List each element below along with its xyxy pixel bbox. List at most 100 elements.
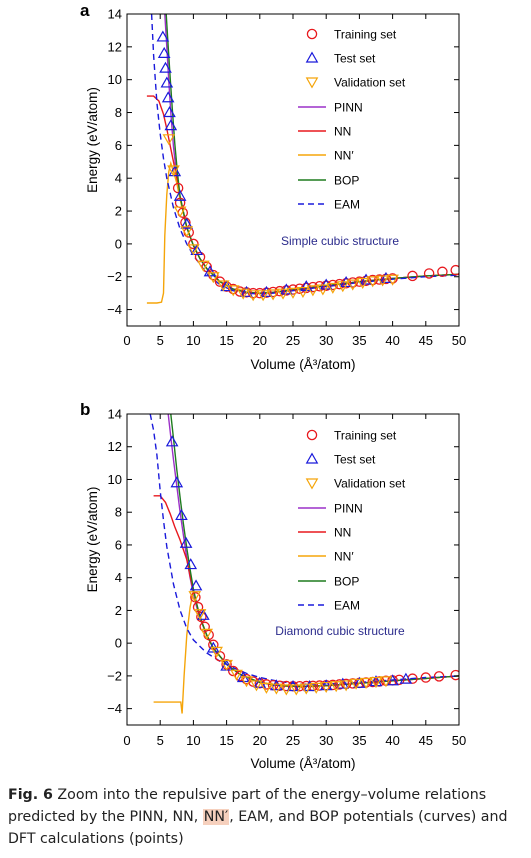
panel-label: b <box>80 400 90 419</box>
x-tick-label: 25 <box>286 733 300 748</box>
legend-marker <box>305 77 319 89</box>
series-line-EAM <box>149 414 459 685</box>
data-point <box>214 276 226 287</box>
data-point <box>346 279 360 291</box>
y-tick-label: 12 <box>108 39 122 54</box>
caption-highlight: NN′ <box>202 809 230 825</box>
data-point <box>226 285 240 297</box>
data-point <box>256 290 270 302</box>
data-point <box>326 282 340 294</box>
y-tick-label: −4 <box>107 302 122 317</box>
x-tick-label: 15 <box>219 333 233 348</box>
data-point <box>274 285 285 297</box>
data-point <box>200 628 214 640</box>
legend-marker <box>305 452 319 464</box>
legend-item: Test set <box>305 51 376 66</box>
legend-item: BOP <box>298 174 359 188</box>
legend-label: BOP <box>334 575 359 589</box>
structure-annotation: Simple cubic structure <box>281 234 399 248</box>
legend-item: EAM <box>298 599 360 613</box>
data-point <box>299 683 313 695</box>
x-tick-label: 35 <box>352 733 366 748</box>
legend-label: Validation set <box>334 477 406 491</box>
series-line-NN <box>146 95 459 294</box>
data-point <box>306 285 320 297</box>
data-point <box>165 435 179 447</box>
data-point <box>360 275 372 287</box>
legend-label: NN <box>334 526 351 540</box>
data-point <box>173 206 187 218</box>
legend-label: PINN <box>334 502 363 516</box>
legend-label: Training set <box>334 28 397 42</box>
data-point <box>240 676 253 688</box>
data-point <box>188 238 199 250</box>
series-points-Validation set <box>188 591 393 696</box>
legend-label: Test set <box>334 453 376 467</box>
x-tick-label: 50 <box>452 733 466 748</box>
y-tick-label: 10 <box>108 72 122 87</box>
data-point <box>188 591 202 603</box>
data-point <box>339 680 353 692</box>
y-tick-label: 6 <box>115 537 122 552</box>
data-point <box>167 165 180 177</box>
data-point <box>379 676 393 688</box>
data-point <box>254 287 266 299</box>
figure-canvas: 0 5 10 15 20 25 30 35 40 45 50−4−202468101214Volum… <box>80 1 466 771</box>
data-point <box>336 281 350 293</box>
y-axis: −4 −2 0 2 4 6 8 10 12 14 <box>107 7 459 317</box>
data-point <box>367 274 378 286</box>
legend-item: Test set <box>305 452 376 467</box>
plot-area <box>146 14 459 304</box>
data-point <box>187 244 200 256</box>
data-point <box>236 288 250 300</box>
data-point <box>220 659 233 671</box>
data-point <box>356 277 370 289</box>
data-point <box>197 608 210 620</box>
data-point <box>206 272 220 284</box>
y-tick-label: 4 <box>115 171 122 186</box>
data-point <box>234 670 246 682</box>
data-point <box>173 189 187 201</box>
y-tick-label: 6 <box>115 138 122 153</box>
data-point <box>387 273 398 284</box>
x-axis-label: Volume (Å³/atom) <box>250 756 355 771</box>
data-point <box>329 681 343 693</box>
x-tick-label: 15 <box>219 733 233 748</box>
legend-label: BOP <box>334 174 359 188</box>
data-point <box>334 278 345 290</box>
legend-item: BOP <box>298 575 359 589</box>
caption-label: Fig. 6 <box>8 787 53 803</box>
y-tick-label: −2 <box>107 269 122 284</box>
legend-label: NN′ <box>334 550 354 564</box>
data-point <box>353 676 366 688</box>
legend-item: Validation set <box>305 477 406 491</box>
x-tick-label: 10 <box>186 333 200 348</box>
data-point <box>296 286 310 299</box>
series-line-BOP <box>165 14 459 294</box>
y-tick-label: 12 <box>108 439 122 454</box>
legend-marker <box>305 51 319 63</box>
data-point <box>170 476 184 488</box>
data-point <box>407 270 418 282</box>
data-point <box>162 134 176 146</box>
data-point <box>289 684 303 696</box>
data-point <box>197 260 210 272</box>
data-point <box>161 91 175 103</box>
data-point <box>309 682 323 694</box>
x-tick-label: 40 <box>385 333 399 348</box>
y-tick-label: 10 <box>108 472 122 487</box>
data-point <box>156 30 170 42</box>
legend-item: NN′ <box>298 149 354 163</box>
data-point <box>280 684 293 696</box>
data-point <box>179 536 193 548</box>
data-point <box>420 672 432 683</box>
x-tick-label: 30 <box>319 733 333 748</box>
y-axis-label: Energy (eV/atom) <box>85 487 100 593</box>
x-tick-label: 0 <box>123 733 130 748</box>
data-point <box>374 274 385 285</box>
data-point <box>163 106 176 118</box>
data-point <box>190 243 204 256</box>
x-tick-label: 45 <box>419 333 433 348</box>
series-points-Test set <box>165 435 413 692</box>
data-point <box>227 665 239 677</box>
